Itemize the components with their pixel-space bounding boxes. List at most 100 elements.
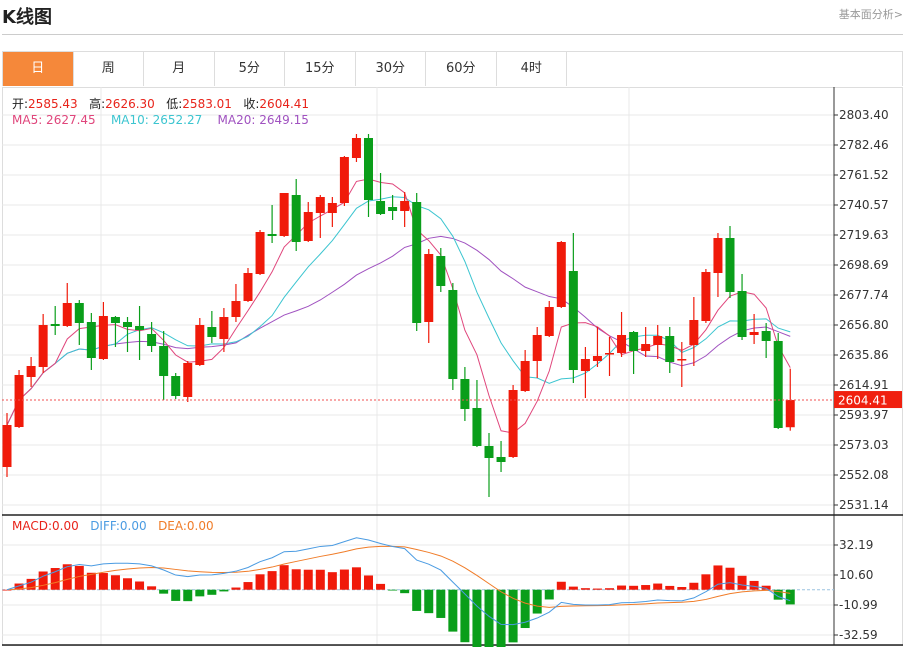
candle-body bbox=[147, 334, 157, 346]
macd-bar bbox=[376, 583, 386, 590]
macd-bar bbox=[629, 585, 639, 590]
macd-bar bbox=[773, 589, 783, 600]
macd-bar bbox=[219, 589, 229, 592]
tab-day[interactable]: 日 bbox=[3, 52, 74, 86]
macd-bar bbox=[412, 589, 422, 611]
candle-body bbox=[243, 272, 253, 302]
candle bbox=[183, 360, 193, 403]
page-title: K线图 bbox=[2, 7, 52, 28]
candle bbox=[291, 179, 301, 251]
candle-body bbox=[737, 291, 747, 338]
candle-body bbox=[424, 254, 434, 323]
candle bbox=[484, 433, 494, 498]
candle-body bbox=[472, 407, 482, 446]
last-price-label: 2604.41 bbox=[838, 394, 888, 408]
fundamental-analysis-link[interactable]: 基本面分析> bbox=[838, 8, 903, 21]
candle-body bbox=[267, 234, 277, 236]
candle-body bbox=[592, 355, 602, 361]
macd-bar bbox=[472, 589, 482, 647]
divider bbox=[2, 34, 903, 35]
candle-body bbox=[14, 375, 24, 428]
candle-body bbox=[749, 332, 759, 335]
ma10-value: MA10: 2652.27 bbox=[110, 113, 203, 127]
macd-bar bbox=[279, 565, 289, 590]
candle-body bbox=[388, 207, 398, 212]
price-tick-label: 2635.86 bbox=[839, 348, 889, 362]
macd-bar bbox=[38, 571, 48, 590]
macd-bar bbox=[424, 589, 434, 614]
candle bbox=[617, 312, 627, 357]
candle-body bbox=[86, 322, 96, 359]
candle bbox=[86, 313, 96, 371]
candle bbox=[653, 324, 663, 360]
macd-bar bbox=[460, 589, 470, 643]
macd-bar bbox=[98, 573, 108, 590]
price-tick-label: 2656.80 bbox=[839, 318, 889, 332]
price-tick-label: 2698.69 bbox=[839, 258, 889, 272]
candle-body bbox=[291, 195, 301, 243]
price-tick-label: 2531.14 bbox=[839, 498, 889, 512]
macd-bar bbox=[74, 565, 84, 590]
macd-bar bbox=[351, 567, 361, 590]
macd-bar bbox=[713, 565, 723, 590]
candle bbox=[737, 274, 747, 340]
macd-bar bbox=[171, 589, 181, 601]
tab-4hour[interactable]: 4时 bbox=[497, 52, 567, 86]
candle bbox=[207, 311, 217, 344]
tab-week[interactable]: 周 bbox=[74, 52, 144, 86]
macd-bar bbox=[484, 589, 494, 647]
candle-body bbox=[544, 307, 554, 336]
low-label: 低: bbox=[166, 97, 183, 111]
candle-body bbox=[376, 201, 386, 214]
candle bbox=[388, 195, 398, 220]
macd-bar bbox=[665, 585, 675, 590]
macd-bar bbox=[123, 578, 132, 590]
macd-bar bbox=[677, 587, 687, 590]
ohlc-legend: 开:2585.43 高:2626.30 低:2583.01 收:2604.41 bbox=[12, 95, 309, 112]
candle bbox=[605, 337, 614, 377]
candle bbox=[303, 202, 313, 243]
candle bbox=[351, 134, 361, 162]
candle-body bbox=[556, 242, 566, 308]
macd-bar bbox=[556, 581, 566, 590]
candle-body bbox=[460, 379, 470, 409]
macd-bar bbox=[605, 588, 614, 590]
candle bbox=[629, 330, 639, 375]
candle bbox=[74, 300, 84, 345]
macd-bar bbox=[496, 589, 506, 647]
macd-bar bbox=[388, 589, 398, 591]
macd-bar bbox=[315, 569, 325, 590]
ma10-line bbox=[6, 196, 791, 426]
candle-body bbox=[38, 324, 48, 367]
macd-bar bbox=[749, 580, 759, 590]
period-tabs: 日 周 月 5分 15分 30分 60分 4时 bbox=[2, 51, 903, 86]
close-label: 收: bbox=[243, 97, 260, 111]
macd-tick-label: 32.19 bbox=[839, 538, 873, 552]
candle-body bbox=[2, 424, 12, 467]
candle-body bbox=[761, 330, 771, 341]
tab-5min[interactable]: 5分 bbox=[215, 52, 285, 86]
candle-body bbox=[448, 290, 458, 380]
candle-body bbox=[219, 317, 229, 340]
candle-body bbox=[279, 192, 289, 236]
price-tick-label: 2552.08 bbox=[839, 468, 889, 482]
macd-bar bbox=[641, 585, 651, 590]
macd-bar bbox=[653, 583, 663, 590]
tab-month[interactable]: 月 bbox=[144, 52, 215, 86]
tab-60min[interactable]: 60分 bbox=[426, 52, 497, 86]
candle-body bbox=[617, 334, 627, 354]
macd-bar bbox=[339, 569, 349, 590]
ma5-line bbox=[6, 178, 791, 434]
candle-body bbox=[725, 238, 735, 293]
close-value: 2604.41 bbox=[259, 97, 310, 111]
candle-body bbox=[207, 327, 217, 338]
macd-bar bbox=[580, 588, 590, 590]
candle bbox=[424, 249, 434, 344]
macd-bar bbox=[14, 583, 24, 590]
ma-legend: MA5: 2627.45 MA10: 2652.27 MA20: 2649.15 bbox=[12, 113, 309, 127]
tab-15min[interactable]: 15分 bbox=[285, 52, 356, 86]
price-tick-label: 2677.74 bbox=[839, 288, 889, 302]
candle-body bbox=[351, 138, 361, 159]
tab-30min[interactable]: 30分 bbox=[356, 52, 426, 86]
